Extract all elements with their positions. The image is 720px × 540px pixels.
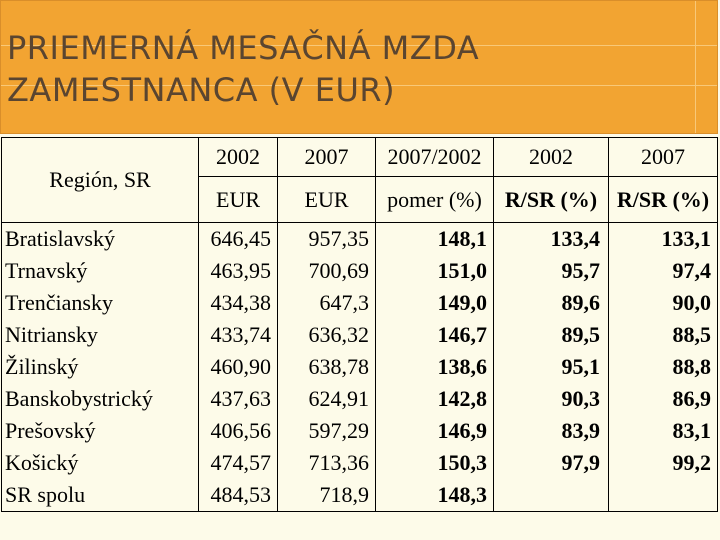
- table-cell: 434,38: [210, 290, 272, 315]
- title-banner: PRIEMERNÁ MESAČNÁ MZDA ZAMESTNANCA (V EU…: [0, 0, 718, 134]
- region-name: Trnavský: [5, 258, 88, 283]
- header-unit-eur-2007: EUR: [277, 176, 376, 223]
- table-cell: 83,1: [672, 418, 712, 443]
- table-cell: 89,5: [561, 322, 601, 347]
- wage-table: Región, SR 2002 2007 2007/2002 2002 2007…: [1, 137, 718, 512]
- table-cell: 718,9: [319, 482, 370, 507]
- ratio-column: 148,1 151,0 149,0 146,7 138,6 142,8 146,…: [375, 222, 494, 512]
- table-cell: 636,32: [308, 322, 370, 347]
- table-cell: 89,6: [561, 290, 601, 315]
- region-name: Bratislavský: [5, 226, 115, 251]
- rsr-2002-column: 133,4 95,7 89,6 89,5 95,1 90,3 83,9 97,9: [493, 222, 609, 512]
- table-cell: 597,29: [308, 418, 370, 443]
- title-line-2: ZAMESTNANCA (V EUR): [7, 71, 396, 109]
- table-cell: 148,3: [437, 482, 488, 507]
- table-cell: 957,35: [308, 226, 370, 251]
- rsr-2007-column: 133,1 97,4 90,0 88,5 88,8 86,9 83,1 99,2: [608, 222, 718, 512]
- table-cell: 463,95: [210, 258, 272, 283]
- table-cell: 88,5: [672, 322, 712, 347]
- banner-gridline: [695, 1, 696, 133]
- table-cell: 90,0: [672, 290, 712, 315]
- table-cell: 713,36: [308, 450, 370, 475]
- table-cell: 647,3: [319, 290, 370, 315]
- header-unit-eur-2002: EUR: [198, 176, 278, 223]
- table-cell: 484,53: [210, 482, 272, 507]
- table-cell: 88,8: [672, 354, 712, 379]
- region-name: Nitriansky: [5, 322, 98, 347]
- table-cell: 460,90: [210, 354, 272, 379]
- table-cell: 638,78: [308, 354, 370, 379]
- eur-2002-column: 646,45 463,95 434,38 433,74 460,90 437,6…: [198, 222, 278, 512]
- table-cell: 406,56: [210, 418, 272, 443]
- region-column: Bratislavský Trnavský Trenčiansky Nitria…: [1, 222, 199, 512]
- table-cell: 95,7: [561, 258, 601, 283]
- table-cell: 433,74: [210, 322, 272, 347]
- table-cell: 133,4: [550, 226, 601, 251]
- banner-gridline: [1, 45, 717, 46]
- region-name: Banskobystrický: [5, 386, 153, 411]
- banner-gridline: [1, 85, 717, 86]
- header-unit-ratio: pomer (%): [375, 176, 494, 223]
- region-name: Žilinský: [5, 354, 79, 379]
- table-cell: 437,63: [210, 386, 272, 411]
- header-ratio-years: 2007/2002: [375, 137, 494, 177]
- page-title: PRIEMERNÁ MESAČNÁ MZDA ZAMESTNANCA (V EU…: [7, 27, 479, 111]
- table-cell: 146,9: [437, 418, 488, 443]
- table-cell: 97,9: [561, 450, 601, 475]
- header-year-2007: 2007: [277, 137, 376, 177]
- table-cell: 149,0: [437, 290, 488, 315]
- eur-2007-column: 957,35 700,69 647,3 636,32 638,78 624,91…: [277, 222, 376, 512]
- table-cell: 97,4: [672, 258, 712, 283]
- header-year-2002: 2002: [198, 137, 278, 177]
- table-cell: 86,9: [672, 386, 712, 411]
- table-cell: 148,1: [437, 226, 488, 251]
- region-name: Prešovský: [5, 418, 96, 443]
- table-cell: 99,2: [672, 450, 712, 475]
- title-line-1: PRIEMERNÁ MESAČNÁ MZDA: [7, 29, 480, 67]
- table-cell: 146,7: [437, 322, 488, 347]
- table-cell: 133,1: [661, 226, 712, 251]
- table-cell: 151,0: [437, 258, 488, 283]
- table-cell: 700,69: [308, 258, 370, 283]
- table-body-row: Bratislavský Trnavský Trenčiansky Nitria…: [1, 222, 718, 512]
- header-rsr-year-2007: 2007: [608, 137, 718, 177]
- region-name: Trenčiansky: [5, 290, 113, 315]
- region-name: SR spolu: [5, 482, 86, 507]
- table-cell: 646,45: [210, 226, 272, 251]
- table-cell: 142,8: [437, 386, 488, 411]
- region-name: Košický: [5, 450, 79, 475]
- table-cell: 150,3: [437, 450, 488, 475]
- header-unit-rsr-2002: R/SR (%): [493, 176, 609, 223]
- header-rsr-year-2002: 2002: [493, 137, 609, 177]
- region-header: Región, SR: [1, 137, 199, 223]
- table-cell: 138,6: [437, 354, 488, 379]
- table-cell: 624,91: [308, 386, 370, 411]
- table-cell: 83,9: [561, 418, 601, 443]
- header-row-years: Región, SR 2002 2007 2007/2002 2002 2007: [1, 137, 718, 223]
- header-row-units: EUR EUR pomer (%) R/SR (%) R/SR (%): [2, 176, 718, 223]
- table-cell: 95,1: [561, 354, 601, 379]
- header-unit-rsr-2007: R/SR (%): [608, 176, 718, 223]
- table-cell: 474,57: [210, 450, 272, 475]
- table-cell: 90,3: [561, 386, 601, 411]
